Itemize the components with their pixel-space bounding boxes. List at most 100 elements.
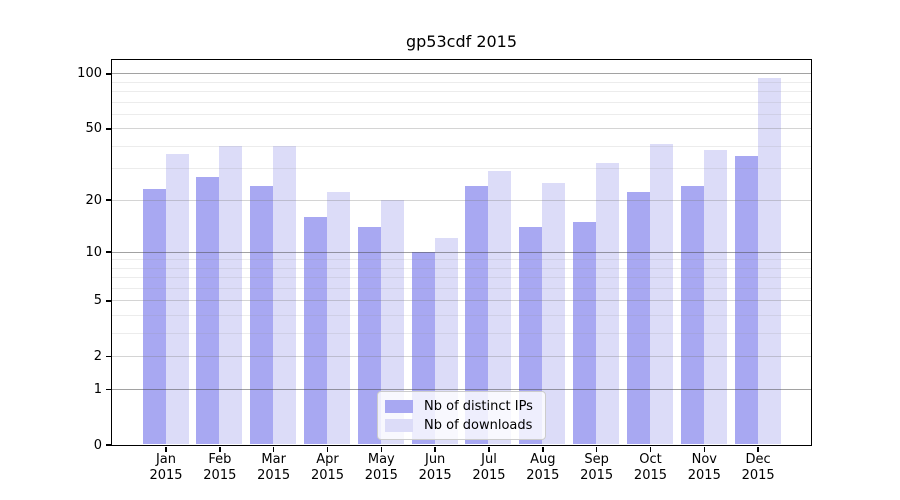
x-label-year: 2015 bbox=[526, 468, 560, 483]
y-tick-label-1: 1 bbox=[93, 381, 102, 397]
y-gridline-5 bbox=[111, 300, 811, 302]
y-gridline-minor-80 bbox=[111, 91, 811, 93]
y-gridline-100 bbox=[111, 73, 811, 75]
y-gridline-10 bbox=[111, 251, 811, 253]
x-label-year: 2015 bbox=[203, 468, 237, 483]
y-tick-1 bbox=[106, 388, 111, 391]
bar-distinct-ips-sep bbox=[573, 221, 597, 445]
bar-downloads-dec bbox=[757, 77, 781, 445]
y-gridline-minor-30 bbox=[111, 168, 811, 170]
x-tick-label-sep: Sep 2015 bbox=[569, 452, 625, 484]
x-label-year: 2015 bbox=[687, 468, 721, 483]
bar-distinct-ips-jan bbox=[142, 188, 166, 445]
x-tick-sep bbox=[595, 446, 598, 452]
y-tick-5 bbox=[106, 300, 111, 302]
bar-downloads-feb bbox=[219, 145, 243, 445]
y-gridline-minor-3 bbox=[111, 333, 811, 335]
y-tick-label-100: 100 bbox=[77, 66, 102, 82]
x-label-month: Feb bbox=[208, 452, 232, 467]
y-gridline-minor-40 bbox=[111, 145, 811, 147]
bar-distinct-ips-jul bbox=[465, 185, 489, 445]
y-gridline-minor-60 bbox=[111, 113, 811, 115]
bar-downloads-jan bbox=[165, 154, 189, 445]
x-tick-jun bbox=[434, 446, 436, 452]
x-label-year: 2015 bbox=[633, 468, 668, 483]
x-label-month: Apr bbox=[316, 452, 339, 467]
y-gridline-minor-9 bbox=[111, 259, 811, 261]
y-gridline-50 bbox=[111, 128, 811, 130]
bar-distinct-ips-may bbox=[357, 226, 381, 445]
legend-item-distinct-ips: Nb of distinct IPs bbox=[385, 397, 537, 416]
x-tick-jan bbox=[165, 446, 167, 452]
bar-distinct-ips-oct bbox=[626, 192, 650, 445]
y-gridline-minor-70 bbox=[111, 101, 811, 103]
bar-downloads-oct bbox=[649, 143, 673, 445]
y-gridline-minor-6 bbox=[111, 288, 811, 290]
legend-swatch-downloads bbox=[385, 419, 413, 432]
y-gridline-minor-4 bbox=[111, 315, 811, 317]
x-label-month: Sep bbox=[584, 452, 609, 467]
y-gridline-1 bbox=[111, 388, 811, 390]
x-label-year: 2015 bbox=[310, 468, 345, 483]
bar-distinct-ips-aug bbox=[519, 226, 543, 445]
x-tick-label-feb: Feb 2015 bbox=[192, 452, 248, 484]
bar-downloads-nov bbox=[703, 149, 727, 445]
bar-downloads-jul bbox=[488, 171, 512, 445]
y-tick-label-20: 20 bbox=[85, 192, 102, 208]
x-tick-may bbox=[380, 446, 383, 452]
x-label-month: Nov bbox=[691, 452, 717, 467]
bar-downloads-may bbox=[380, 199, 404, 445]
bar-distinct-ips-apr bbox=[303, 216, 327, 445]
y-tick-label-0: 0 bbox=[93, 437, 102, 453]
x-label-month: Jul bbox=[481, 452, 497, 467]
x-label-month: Dec bbox=[745, 452, 771, 467]
x-tick-label-jun: Jun 2015 bbox=[407, 452, 463, 484]
plot-area bbox=[110, 58, 812, 446]
x-tick-label-apr: Apr 2015 bbox=[299, 452, 355, 484]
y-tick-label-2: 2 bbox=[93, 349, 102, 365]
bar-downloads-mar bbox=[273, 145, 297, 445]
x-tick-label-jan: Jan 2015 bbox=[138, 452, 194, 484]
y-gridline-minor-7 bbox=[111, 277, 811, 279]
x-label-month: Oct bbox=[639, 452, 662, 467]
y-tick-0 bbox=[106, 444, 111, 446]
x-label-month: Jan bbox=[155, 452, 177, 467]
x-tick-oct bbox=[649, 446, 652, 452]
y-tick-label-50: 50 bbox=[85, 121, 102, 137]
x-tick-label-dec: Dec 2015 bbox=[730, 452, 786, 484]
y-gridline-minor-90 bbox=[111, 81, 811, 83]
x-label-month: Aug bbox=[530, 452, 556, 467]
bar-distinct-ips-nov bbox=[680, 185, 704, 445]
y-tick-20 bbox=[106, 199, 111, 201]
x-label-year: 2015 bbox=[149, 468, 183, 483]
y-tick-label-5: 5 bbox=[93, 293, 102, 309]
bar-downloads-sep bbox=[596, 163, 620, 445]
x-label-year: 2015 bbox=[418, 468, 452, 483]
x-label-month: Jun bbox=[424, 452, 446, 467]
legend: Nb of distinct IPs Nb of downloads bbox=[377, 391, 546, 440]
bar-downloads-apr bbox=[326, 192, 350, 445]
x-tick-aug bbox=[542, 446, 544, 452]
bar-distinct-ips-dec bbox=[734, 156, 758, 445]
x-tick-dec bbox=[757, 446, 759, 452]
x-tick-label-may: May 2015 bbox=[353, 452, 409, 484]
x-tick-feb bbox=[219, 446, 221, 452]
chart-title: gp53cdf 2015 bbox=[405, 32, 518, 51]
y-gridline-20 bbox=[111, 199, 811, 201]
x-tick-label-nov: Nov 2015 bbox=[676, 452, 732, 484]
x-label-month: Mar bbox=[261, 452, 286, 467]
y-gridline-minor-8 bbox=[111, 267, 811, 269]
x-tick-label-aug: Aug 2015 bbox=[515, 452, 571, 484]
x-label-year: 2015 bbox=[364, 468, 398, 483]
y-tick-50 bbox=[106, 128, 111, 130]
y-tick-2 bbox=[106, 355, 111, 358]
legend-label-downloads: Nb of downloads bbox=[424, 418, 533, 433]
bar-distinct-ips-feb bbox=[196, 176, 220, 445]
x-label-year: 2015 bbox=[741, 468, 775, 483]
y-tick-label-10: 10 bbox=[85, 244, 102, 260]
y-tick-10 bbox=[106, 251, 111, 253]
x-tick-mar bbox=[272, 446, 275, 452]
y-gridline-2 bbox=[111, 356, 811, 358]
x-label-year: 2015 bbox=[472, 468, 506, 483]
